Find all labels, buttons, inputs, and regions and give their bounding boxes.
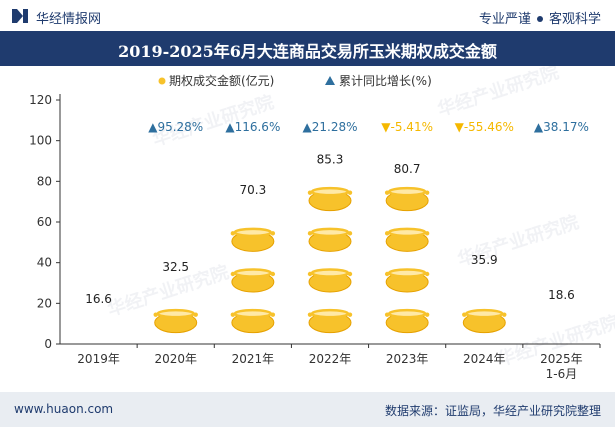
x-tick-label: 2025年 bbox=[540, 352, 583, 366]
money-bag-icon bbox=[306, 227, 354, 253]
money-bag-icon bbox=[306, 308, 354, 334]
money-bag-icon bbox=[229, 308, 277, 334]
legend: 期权成交金额(亿元) 累计同比增长(%) bbox=[158, 73, 432, 88]
money-bag-icon bbox=[460, 308, 508, 334]
money-bag-icon-partial bbox=[462, 270, 506, 293]
footer-website: www.huaon.com bbox=[14, 402, 114, 416]
money-bag-icon bbox=[383, 268, 431, 294]
bar-5 bbox=[460, 270, 508, 334]
title-bar: 2019-2025年6月大连商品交易所玉米期权成交金额 bbox=[0, 31, 615, 66]
footer-source: 数据来源：证监局，华经产业研究院整理 bbox=[384, 404, 601, 418]
y-tick-label: 20 bbox=[37, 296, 52, 310]
tagline-right: 客观科学 bbox=[548, 12, 601, 27]
value-label: 18.6 bbox=[548, 288, 575, 302]
bar-2 bbox=[229, 227, 277, 334]
money-bag-icon bbox=[383, 186, 431, 212]
x-tick-label: 1-6月 bbox=[546, 367, 578, 381]
y-tick-label: 100 bbox=[29, 134, 52, 148]
bar-3 bbox=[306, 186, 354, 334]
x-tick-label: 2019年 bbox=[77, 352, 120, 366]
money-bag-icon bbox=[306, 186, 354, 212]
growth-label: ▲21.28% bbox=[303, 120, 358, 134]
chart-title: 2019-2025年6月大连商品交易所玉米期权成交金额 bbox=[118, 42, 497, 61]
y-tick-label: 0 bbox=[44, 337, 52, 351]
x-tick-label: 2024年 bbox=[463, 352, 506, 366]
value-label: 85.3 bbox=[317, 153, 344, 167]
value-label: 16.6 bbox=[85, 292, 112, 306]
brand-name: 华经情报网 bbox=[36, 12, 102, 27]
footer-bar: www.huaon.com 数据来源：证监局，华经产业研究院整理 bbox=[0, 392, 615, 427]
x-tick-label: 2020年 bbox=[154, 352, 197, 366]
watermark-text-1: 华经产业研究院 bbox=[435, 66, 562, 121]
money-bag-icon bbox=[229, 268, 277, 294]
growth-label: ▼-5.41% bbox=[381, 120, 433, 134]
growth-label: ▲38.17% bbox=[534, 120, 589, 134]
brand-logo-icon bbox=[12, 9, 28, 23]
y-tick-label: 120 bbox=[29, 93, 52, 107]
legend-label-amount: 期权成交金额(亿元) bbox=[169, 73, 274, 88]
value-label: 80.7 bbox=[394, 162, 421, 176]
x-tick-label: 2023年 bbox=[386, 352, 429, 366]
data-labels: 16.6 32.5 70.3 85.3 80.7 35.9 18.6 ▲95.28% ▲116.… bbox=[85, 120, 589, 306]
money-bag-icon bbox=[383, 227, 431, 253]
tagline: 专业严谨 客观科学 bbox=[479, 8, 601, 27]
x-tick-label: 2021年 bbox=[232, 352, 275, 366]
axes: 0 20 40 60 80 100 120 2019年 2020年 2021年 2022年 2023年… bbox=[29, 93, 601, 381]
y-tick-label: 80 bbox=[37, 174, 52, 188]
growth-label: ▼-55.46% bbox=[455, 120, 514, 134]
money-bag-icon bbox=[158, 77, 166, 85]
growth-label: ▲116.6% bbox=[225, 120, 280, 134]
money-bag-icon bbox=[229, 227, 277, 253]
legend-label-growth: 累计同比增长(%) bbox=[339, 74, 432, 88]
value-label: 35.9 bbox=[471, 253, 498, 267]
money-bag-icon bbox=[383, 308, 431, 334]
y-tick-label: 40 bbox=[37, 256, 52, 270]
separator-dot-icon bbox=[536, 15, 543, 22]
top-bar: 华经情报网 专业严谨 客观科学 bbox=[0, 0, 615, 31]
money-bag-icon bbox=[152, 308, 200, 334]
money-bag-icon bbox=[306, 268, 354, 294]
y-tick-label: 60 bbox=[37, 215, 52, 229]
value-label: 32.5 bbox=[162, 260, 189, 274]
growth-label: ▲95.28% bbox=[148, 120, 203, 134]
legend-bag-body bbox=[158, 77, 166, 85]
value-label: 70.3 bbox=[239, 183, 266, 197]
tagline-left: 专业严谨 bbox=[478, 12, 531, 27]
x-tick-label: 2022年 bbox=[309, 352, 352, 366]
up-triangle-icon bbox=[325, 76, 335, 85]
